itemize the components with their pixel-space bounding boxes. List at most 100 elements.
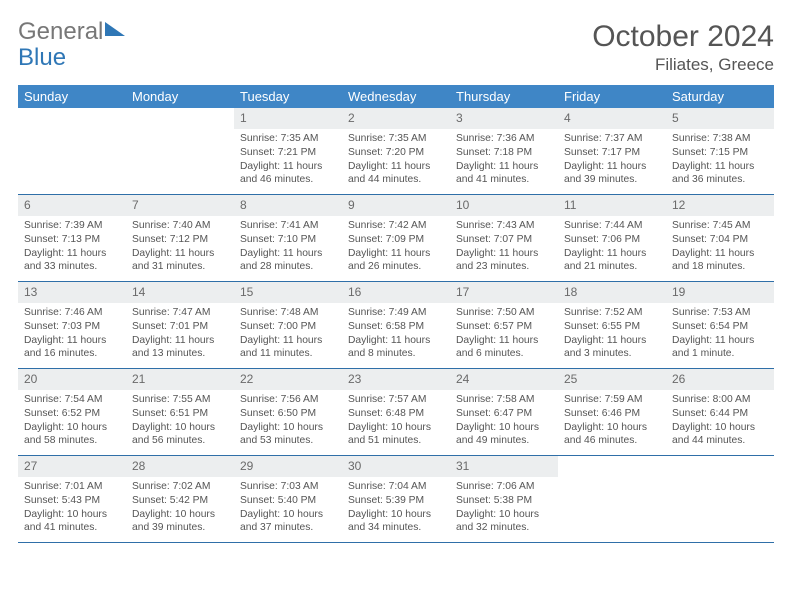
day-body: Sunrise: 7:44 AMSunset: 7:06 PMDaylight:… — [558, 216, 666, 279]
calendar-day-cell: 19Sunrise: 7:53 AMSunset: 6:54 PMDayligh… — [666, 282, 774, 369]
day-header: Sunday — [18, 85, 126, 108]
brand-word-2: Blue — [18, 44, 66, 71]
day-number: 10 — [450, 195, 558, 216]
day-number: 11 — [558, 195, 666, 216]
sunset-line: Sunset: 7:17 PM — [564, 146, 660, 160]
day-body: Sunrise: 7:35 AMSunset: 7:20 PMDaylight:… — [342, 129, 450, 192]
calendar-day-cell: 27Sunrise: 7:01 AMSunset: 5:43 PMDayligh… — [18, 456, 126, 543]
calendar-week-row: 20Sunrise: 7:54 AMSunset: 6:52 PMDayligh… — [18, 369, 774, 456]
sunrise-line: Sunrise: 7:49 AM — [348, 306, 444, 320]
sunset-line: Sunset: 6:51 PM — [132, 407, 228, 421]
day-header: Tuesday — [234, 85, 342, 108]
calendar-day-cell: 9Sunrise: 7:42 AMSunset: 7:09 PMDaylight… — [342, 195, 450, 282]
sunset-line: Sunset: 6:48 PM — [348, 407, 444, 421]
day-number: 9 — [342, 195, 450, 216]
daylight-line: Daylight: 11 hours and 26 minutes. — [348, 247, 444, 275]
day-number: 2 — [342, 108, 450, 129]
day-body: Sunrise: 7:56 AMSunset: 6:50 PMDaylight:… — [234, 390, 342, 453]
sunset-line: Sunset: 5:40 PM — [240, 494, 336, 508]
day-number: 8 — [234, 195, 342, 216]
sunrise-line: Sunrise: 7:48 AM — [240, 306, 336, 320]
sunrise-line: Sunrise: 7:50 AM — [456, 306, 552, 320]
day-header: Friday — [558, 85, 666, 108]
daylight-line: Daylight: 11 hours and 13 minutes. — [132, 334, 228, 362]
sunset-line: Sunset: 6:50 PM — [240, 407, 336, 421]
page-title: October 2024 — [592, 20, 774, 53]
sunset-line: Sunset: 7:06 PM — [564, 233, 660, 247]
day-header: Saturday — [666, 85, 774, 108]
sunset-line: Sunset: 5:39 PM — [348, 494, 444, 508]
calendar-day-cell: 20Sunrise: 7:54 AMSunset: 6:52 PMDayligh… — [18, 369, 126, 456]
day-header: Monday — [126, 85, 234, 108]
day-number: 7 — [126, 195, 234, 216]
calendar-body: 1Sunrise: 7:35 AMSunset: 7:21 PMDaylight… — [18, 108, 774, 543]
calendar-day-cell: 11Sunrise: 7:44 AMSunset: 7:06 PMDayligh… — [558, 195, 666, 282]
day-body: Sunrise: 7:39 AMSunset: 7:13 PMDaylight:… — [18, 216, 126, 279]
calendar-day-cell: 24Sunrise: 7:58 AMSunset: 6:47 PMDayligh… — [450, 369, 558, 456]
sunrise-line: Sunrise: 7:44 AM — [564, 219, 660, 233]
calendar-day-cell: 29Sunrise: 7:03 AMSunset: 5:40 PMDayligh… — [234, 456, 342, 543]
calendar-day-cell: 16Sunrise: 7:49 AMSunset: 6:58 PMDayligh… — [342, 282, 450, 369]
day-body: Sunrise: 7:42 AMSunset: 7:09 PMDaylight:… — [342, 216, 450, 279]
sunrise-line: Sunrise: 7:03 AM — [240, 480, 336, 494]
sunset-line: Sunset: 7:20 PM — [348, 146, 444, 160]
day-header: Wednesday — [342, 85, 450, 108]
day-body: Sunrise: 7:45 AMSunset: 7:04 PMDaylight:… — [666, 216, 774, 279]
sunset-line: Sunset: 6:57 PM — [456, 320, 552, 334]
calendar-table: Sunday Monday Tuesday Wednesday Thursday… — [18, 85, 774, 543]
day-number: 23 — [342, 369, 450, 390]
sunset-line: Sunset: 7:03 PM — [24, 320, 120, 334]
calendar-day-cell: 10Sunrise: 7:43 AMSunset: 7:07 PMDayligh… — [450, 195, 558, 282]
daylight-line: Daylight: 10 hours and 37 minutes. — [240, 508, 336, 536]
daylight-line: Daylight: 11 hours and 3 minutes. — [564, 334, 660, 362]
day-body: Sunrise: 7:47 AMSunset: 7:01 PMDaylight:… — [126, 303, 234, 366]
sunrise-line: Sunrise: 7:43 AM — [456, 219, 552, 233]
day-body: Sunrise: 7:48 AMSunset: 7:00 PMDaylight:… — [234, 303, 342, 366]
brand-line2: Blue — [18, 44, 66, 72]
day-number: 5 — [666, 108, 774, 129]
sunrise-line: Sunrise: 7:47 AM — [132, 306, 228, 320]
day-header: Thursday — [450, 85, 558, 108]
day-number: 18 — [558, 282, 666, 303]
sunrise-line: Sunrise: 7:04 AM — [348, 480, 444, 494]
sunrise-line: Sunrise: 7:37 AM — [564, 132, 660, 146]
brand-logo: General — [18, 20, 125, 44]
day-body: Sunrise: 7:46 AMSunset: 7:03 PMDaylight:… — [18, 303, 126, 366]
day-body: Sunrise: 7:35 AMSunset: 7:21 PMDaylight:… — [234, 129, 342, 192]
day-body: Sunrise: 7:36 AMSunset: 7:18 PMDaylight:… — [450, 129, 558, 192]
sunrise-line: Sunrise: 7:40 AM — [132, 219, 228, 233]
sunrise-line: Sunrise: 7:57 AM — [348, 393, 444, 407]
daylight-line: Daylight: 10 hours and 49 minutes. — [456, 421, 552, 449]
daylight-line: Daylight: 10 hours and 56 minutes. — [132, 421, 228, 449]
calendar-day-cell: 13Sunrise: 7:46 AMSunset: 7:03 PMDayligh… — [18, 282, 126, 369]
day-number: 31 — [450, 456, 558, 477]
day-body: Sunrise: 7:06 AMSunset: 5:38 PMDaylight:… — [450, 477, 558, 540]
calendar-week-row: 13Sunrise: 7:46 AMSunset: 7:03 PMDayligh… — [18, 282, 774, 369]
calendar-day-cell: 18Sunrise: 7:52 AMSunset: 6:55 PMDayligh… — [558, 282, 666, 369]
day-header-row: Sunday Monday Tuesday Wednesday Thursday… — [18, 85, 774, 108]
brand-triangle-icon — [105, 22, 125, 36]
sunrise-line: Sunrise: 7:39 AM — [24, 219, 120, 233]
daylight-line: Daylight: 11 hours and 36 minutes. — [672, 160, 768, 188]
daylight-line: Daylight: 11 hours and 6 minutes. — [456, 334, 552, 362]
calendar-day-cell — [18, 108, 126, 195]
sunrise-line: Sunrise: 7:53 AM — [672, 306, 768, 320]
sunrise-line: Sunrise: 7:41 AM — [240, 219, 336, 233]
calendar-day-cell: 30Sunrise: 7:04 AMSunset: 5:39 PMDayligh… — [342, 456, 450, 543]
sunset-line: Sunset: 6:54 PM — [672, 320, 768, 334]
location-label: Filiates, Greece — [592, 55, 774, 75]
calendar-day-cell: 8Sunrise: 7:41 AMSunset: 7:10 PMDaylight… — [234, 195, 342, 282]
calendar-day-cell: 31Sunrise: 7:06 AMSunset: 5:38 PMDayligh… — [450, 456, 558, 543]
daylight-line: Daylight: 10 hours and 53 minutes. — [240, 421, 336, 449]
day-number: 24 — [450, 369, 558, 390]
day-body: Sunrise: 7:52 AMSunset: 6:55 PMDaylight:… — [558, 303, 666, 366]
calendar-page: General October 2024 Filiates, Greece Bl… — [0, 0, 792, 612]
day-body: Sunrise: 7:40 AMSunset: 7:12 PMDaylight:… — [126, 216, 234, 279]
day-body: Sunrise: 7:55 AMSunset: 6:51 PMDaylight:… — [126, 390, 234, 453]
sunset-line: Sunset: 7:10 PM — [240, 233, 336, 247]
day-body: Sunrise: 7:54 AMSunset: 6:52 PMDaylight:… — [18, 390, 126, 453]
sunset-line: Sunset: 5:38 PM — [456, 494, 552, 508]
daylight-line: Daylight: 11 hours and 23 minutes. — [456, 247, 552, 275]
day-number: 30 — [342, 456, 450, 477]
daylight-line: Daylight: 11 hours and 33 minutes. — [24, 247, 120, 275]
